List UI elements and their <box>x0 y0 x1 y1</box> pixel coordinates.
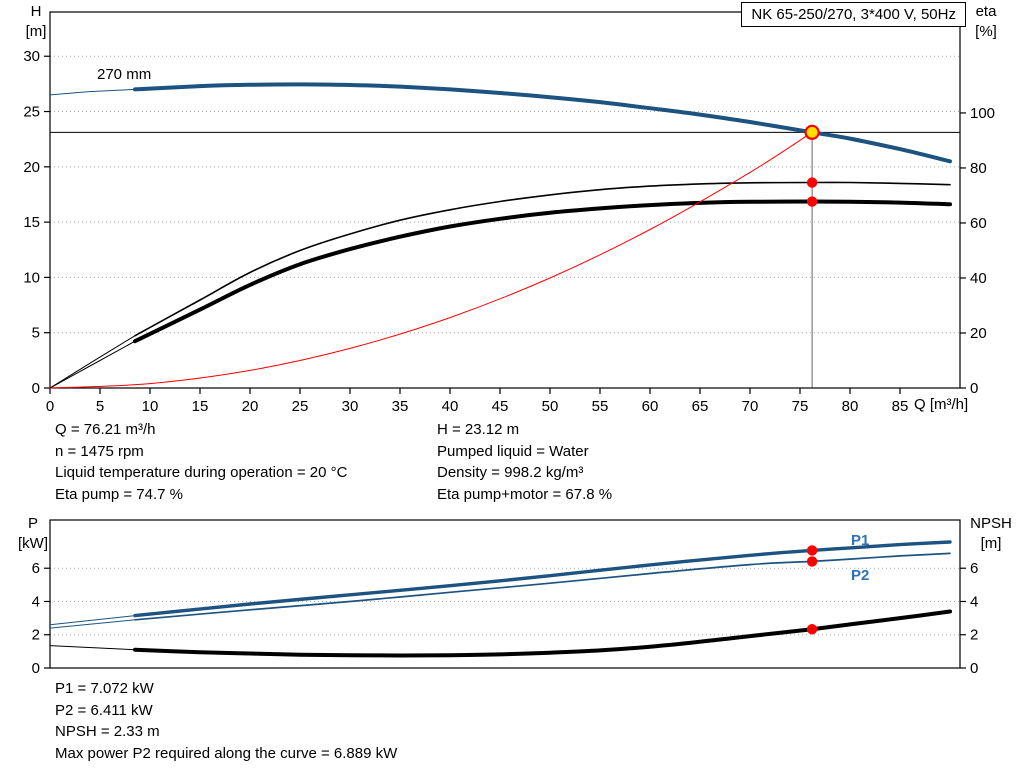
duty-point <box>804 124 820 140</box>
right-tick-label: 40 <box>970 270 987 287</box>
right-tick-label: 60 <box>970 215 987 232</box>
left-tick-label: 4 <box>32 593 40 610</box>
left-tick-label: 10 <box>23 269 40 286</box>
x-tick-label: 85 <box>892 398 909 415</box>
plot-border <box>49 519 961 669</box>
power-axis-symbol: P <box>27 515 38 532</box>
left-tick-label: 2 <box>32 627 40 644</box>
right-tick-label: 0 <box>970 380 978 397</box>
left-tick-label: 0 <box>32 380 40 397</box>
left-tick-label: 5 <box>32 325 40 342</box>
power-npsh-chart: 0 2 4 6 0 2 4 6 <box>32 519 978 677</box>
right-tick-label: 0 <box>970 660 978 677</box>
eta-pump-motor-point <box>806 196 818 207</box>
x-tick-label: 5 <box>96 398 104 415</box>
x-tick-label: 15 <box>192 398 209 415</box>
eta-pump-curve-lead <box>49 335 136 389</box>
npsh-curve <box>133 609 952 658</box>
x-tick-label: 75 <box>792 398 809 415</box>
left-tick-label: 25 <box>23 104 40 121</box>
eta-axis-label: eta [%] <box>963 2 1009 42</box>
p1-curve-lead <box>49 615 136 626</box>
head-curve-lead <box>49 88 136 96</box>
x-tick-label: 60 <box>642 398 659 415</box>
right-tick-label: 2 <box>970 627 978 644</box>
npsh-curve-lead <box>49 645 136 651</box>
pump-head-efficiency-chart: 0 5 10 15 20 25 30 0 20 40 60 80 100 0 5 10 15 20 25 30 35 40… <box>23 11 995 415</box>
x-tick-label: 30 <box>342 398 359 415</box>
p1-value: P1 = 7.072 kW <box>55 680 154 697</box>
max-power-value: Max power P2 required along the curve = … <box>55 744 398 762</box>
left-tick-label: 0 <box>32 660 40 677</box>
system-curve <box>49 131 813 389</box>
plot-border <box>49 11 961 389</box>
flow-axis-label: Q [m³/h] <box>914 396 969 413</box>
x-tick-label: 10 <box>142 398 159 415</box>
npsh-axis-label: NPSH [m] <box>960 514 1022 554</box>
p2-curve-label: P2 <box>851 567 870 584</box>
head-axis-label: H [m] <box>18 2 54 42</box>
right-tick-label: 4 <box>970 593 978 610</box>
head-curve <box>133 82 952 164</box>
right-tick-label: 20 <box>970 325 987 342</box>
head-axis-unit: [m] <box>25 23 47 40</box>
x-tick-label: 0 <box>46 398 54 415</box>
power-axis-unit: [kW] <box>18 535 48 552</box>
pump-title-box: NK 65-250/270, 3*400 V, 50Hz <box>741 2 966 27</box>
eta-axis-unit: [%] <box>975 23 997 40</box>
speed-value: n = 1475 rpm <box>55 442 144 460</box>
x-tick-label: 35 <box>392 398 409 415</box>
duty-info-left: Q = 76.21 m³/h n = 1475 rpm Liquid tempe… <box>55 419 347 505</box>
p2-point <box>806 556 818 567</box>
p2-value: P2 = 6.411 kW <box>55 701 153 719</box>
npsh-value: NPSH = 2.33 m <box>55 723 160 741</box>
head-value: H = 23.12 m <box>437 421 520 438</box>
x-tick-label: 25 <box>292 398 309 415</box>
left-tick-label: 20 <box>23 159 40 176</box>
x-tick-label: 55 <box>592 398 609 415</box>
eta-pump-motor-curve <box>133 199 952 344</box>
right-tick-label: 80 <box>970 160 987 177</box>
eta-pump-motor-curve-lead <box>49 340 136 389</box>
eta-axis-symbol: eta <box>975 3 997 20</box>
density-value: Density = 998.2 kg/m³ <box>437 464 584 482</box>
p1-curve-label: P1 <box>851 532 870 549</box>
head-axis-symbol: H <box>30 3 42 20</box>
eta-pump-curve <box>134 181 951 337</box>
x-tick-label: 50 <box>542 398 559 415</box>
eta-pump-value: Eta pump = 74.7 % <box>55 485 183 503</box>
p1-point <box>806 545 818 556</box>
pumped-liquid-value: Pumped liquid = Water <box>437 442 589 460</box>
right-tick-label: 6 <box>970 560 978 577</box>
npsh-axis-symbol: NPSH <box>970 515 1012 532</box>
x-tick-label: 45 <box>492 398 509 415</box>
flow-value: Q = 76.21 m³/h <box>55 421 156 438</box>
x-tick-label: 70 <box>742 398 759 415</box>
x-tick-label: 40 <box>442 398 459 415</box>
npsh-point <box>806 624 818 635</box>
x-tick-label: 65 <box>692 398 709 415</box>
x-tick-label: 80 <box>842 398 859 415</box>
power-info: P1 = 7.072 kW P2 = 6.411 kW NPSH = 2.33 … <box>55 678 397 764</box>
p1-curve <box>133 540 952 618</box>
liquid-temperature-value: Liquid temperature during operation = 20… <box>55 464 348 482</box>
eta-pump-motor-value: Eta pump+motor = 67.8 % <box>437 485 613 503</box>
left-tick-label: 30 <box>23 48 40 65</box>
power-axis-label: P [kW] <box>12 514 54 554</box>
right-tick-label: 100 <box>970 105 995 122</box>
left-tick-label: 6 <box>32 560 40 577</box>
npsh-axis-unit: [m] <box>980 535 1002 552</box>
p2-curve <box>134 552 951 621</box>
x-tick-label: 20 <box>242 398 259 415</box>
left-tick-label: 15 <box>23 214 40 231</box>
eta-pump-point <box>806 177 818 188</box>
impeller-size-label: 270 mm <box>97 66 152 83</box>
duty-info-right: H = 23.12 m Pumped liquid = Water Densit… <box>437 419 612 505</box>
p2-curve-lead <box>49 619 136 629</box>
